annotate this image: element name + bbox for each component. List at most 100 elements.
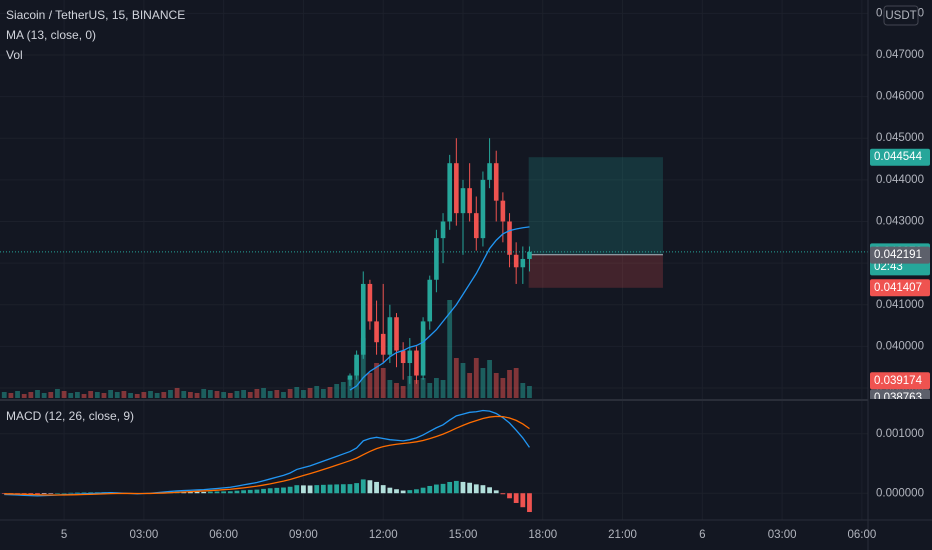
y-tick-label: 0.000000 [876,487,924,499]
candle-body [440,221,446,239]
volume-bar [301,390,306,398]
volume-bar [55,389,60,398]
volume-bar [334,384,340,398]
histogram-bar [427,485,433,494]
candle-body [473,213,479,239]
histogram-bar [28,493,34,495]
volume-bar [134,394,140,398]
histogram-bar [61,492,67,494]
volume-bar [307,388,313,398]
volume-bar [261,388,266,398]
volume-bar [108,390,114,398]
volume-bar [201,389,207,398]
volume-bar [28,392,34,398]
x-tick-label: 03:00 [768,529,797,541]
histogram-bar [420,487,426,494]
histogram-bar [433,484,439,494]
price-label: 0.038763 [874,392,922,404]
histogram-bar [507,493,512,499]
volume-bar [154,393,160,398]
histogram-bar [440,483,446,494]
candle-body [513,254,519,268]
macd-line [4,409,531,497]
price-label: 0.041407 [874,282,922,294]
volume-bar [94,392,100,398]
x-tick-label: 06:00 [847,529,876,541]
histogram-bar [241,490,246,494]
y-tick-label: 0.041000 [876,299,924,311]
candle-body [374,321,379,343]
histogram-bar [74,492,80,494]
volume-bar [234,391,240,398]
countdown: 02:43 [874,261,903,273]
candle-body [507,221,512,255]
y-tick-label: 0.001000 [876,428,924,440]
macd-pane [1,409,532,513]
volume-bar [473,358,479,398]
candle-body [387,317,393,355]
volume-bar [453,358,459,398]
volume-bar [148,391,153,398]
volume-bar [8,393,14,398]
histogram-bar [201,491,207,494]
volume-bar [174,388,180,398]
candle-body [460,188,466,214]
histogram-bar [387,487,393,494]
histogram-bar [380,485,386,494]
candle-body [467,188,472,214]
volume-bar [500,378,506,398]
signal-line [4,415,530,496]
currency[interactable]: USDT [885,10,916,22]
volume-bar [440,380,446,398]
histogram-bar [453,480,459,494]
candle-body [414,350,419,376]
histogram-bar [394,489,399,494]
candle-body [407,350,413,364]
histogram-bar [267,488,273,494]
histogram-bar [374,481,379,494]
profit-zone [528,157,663,255]
candle-body [520,258,526,268]
candle-body [380,333,386,355]
ma-legend: MA (13, close, 0) [6,28,96,42]
histogram-bar [188,491,193,494]
volume-bar [247,392,253,398]
volume-bar [274,390,280,398]
candle-body [454,163,459,214]
volume-bar [254,389,260,398]
histogram-bar [367,480,373,494]
histogram-bar [314,485,320,494]
volume-bar [394,383,399,398]
x-tick-label: 5 [61,529,67,541]
candle-body [527,251,532,259]
macd-legend: MACD (12, 26, close, 9) [6,409,134,423]
histogram-bar [41,493,47,494]
volume-bar [520,383,526,398]
volume-bar [207,390,213,398]
histogram-bar [247,489,253,494]
volume-bar [241,390,246,398]
volume-bar [387,380,393,398]
volume-bar [221,392,227,398]
volume-bar [128,393,133,398]
histogram-bar [527,493,532,513]
histogram-bar [513,493,519,503]
volume-bar [35,390,40,398]
currency-box[interactable] [883,5,919,26]
histogram-bar [301,485,306,494]
histogram-bar [320,484,326,494]
histogram-bar [487,487,492,494]
candle-body [434,238,439,280]
price-label-box [870,389,930,399]
histogram-bar [287,486,293,494]
histogram-bar [55,493,60,494]
volume-bar [287,389,293,398]
y-tick-label: 0.045000 [876,132,924,144]
volume-bar [347,378,353,398]
volume-bar [121,391,127,398]
histogram-bar [414,489,419,494]
volume-bar [227,393,233,398]
x-tick-label: 21:00 [608,529,637,541]
